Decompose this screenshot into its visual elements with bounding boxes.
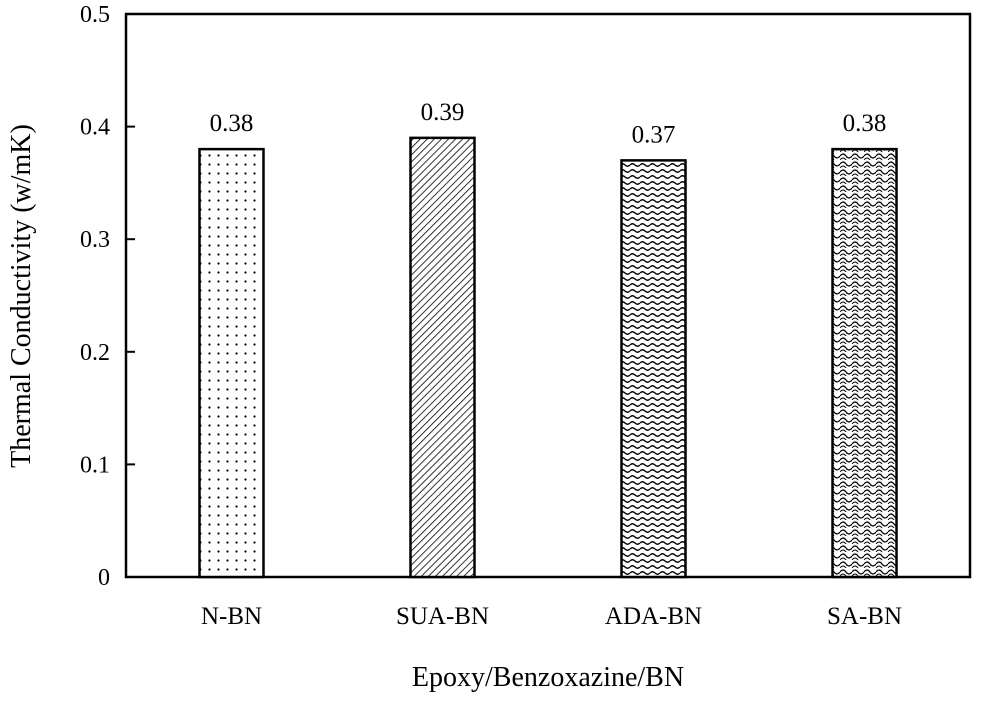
bar-sua-bn	[409, 136, 476, 579]
category-label-sua-bn: SUA-BN	[396, 603, 489, 630]
category-label-sa-bn: SA-BN	[827, 603, 902, 630]
bar-sa-bn	[831, 147, 898, 579]
bar-n-bn	[198, 147, 265, 579]
data-label-sa-bn: 0.38	[843, 110, 887, 137]
data-labels-group: 0.38 0.39 0.37 0.38	[210, 99, 887, 149]
y-tick-label: 0.2	[80, 340, 110, 366]
y-axis-ticks: 0 0.1 0.2 0.3 0.4 0.5	[80, 2, 135, 591]
y-tick-label: 0.4	[80, 115, 110, 141]
y-axis-title: Thermal Conductivity (w/mK)	[6, 124, 37, 468]
x-axis-title: Epoxy/Benzoxazine/BN	[412, 662, 684, 693]
bar-ada-bn	[620, 159, 687, 579]
bars-group	[198, 136, 898, 579]
data-label-n-bn: 0.38	[210, 110, 254, 137]
x-axis-category-labels: N-BN SUA-BN ADA-BN SA-BN	[201, 603, 902, 630]
y-tick-label: 0	[98, 565, 110, 591]
category-label-ada-bn: ADA-BN	[605, 603, 702, 630]
y-tick-label: 0.1	[80, 452, 110, 478]
plot-area-frame	[124, 12, 972, 579]
data-label-sua-bn: 0.39	[421, 99, 465, 126]
data-label-ada-bn: 0.37	[632, 121, 676, 148]
y-tick-label: 0.3	[80, 227, 110, 253]
y-tick-label: 0.5	[80, 2, 110, 28]
category-label-n-bn: N-BN	[201, 603, 262, 630]
